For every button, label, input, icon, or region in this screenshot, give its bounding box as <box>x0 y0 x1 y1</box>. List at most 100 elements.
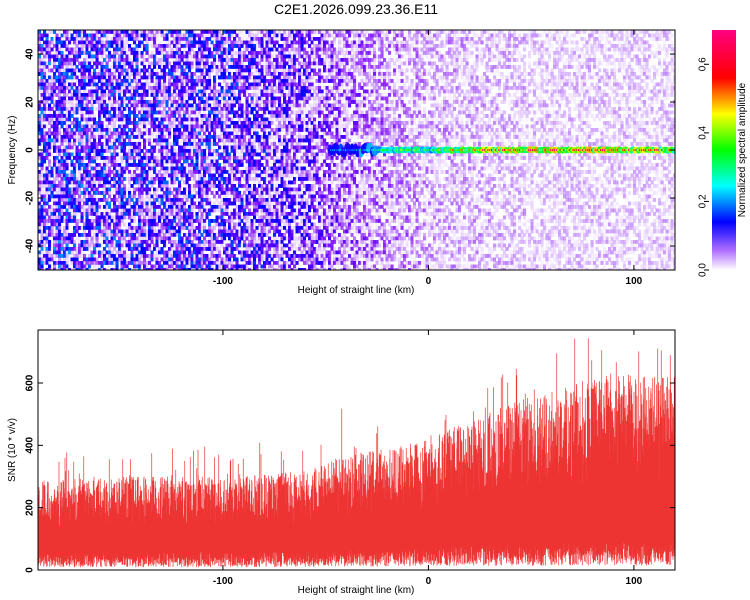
spectrogram-cell <box>58 257 62 262</box>
spectrogram-cell <box>58 163 62 167</box>
spectrogram-cell <box>160 33 164 38</box>
spectrogram-cell <box>113 142 117 146</box>
spectrogram-cell <box>55 37 59 41</box>
spectrogram-cell <box>158 257 162 262</box>
spectrogram-cell <box>143 58 147 62</box>
spectrogram-cell <box>143 128 147 132</box>
spectrogram-cell <box>133 208 137 213</box>
spectrogram-cell <box>63 44 67 48</box>
spectrogram-cell <box>88 198 92 202</box>
spectrogram-cell <box>180 149 184 153</box>
spectrogram-cell <box>58 261 62 265</box>
spectrogram-cell <box>180 254 184 258</box>
spectrogram-cell <box>115 68 119 73</box>
spectrogram-cell <box>75 131 79 136</box>
spectrogram-cell <box>113 233 117 237</box>
spectrogram-cell <box>175 187 179 192</box>
spectrogram-cell <box>95 93 99 97</box>
spectrogram-cell <box>48 44 52 48</box>
spectrogram-cell <box>208 37 212 41</box>
spectrogram-cell <box>218 250 222 255</box>
spectrogram-cell <box>48 51 52 55</box>
spectrogram-cell <box>188 128 192 132</box>
spectrogram-cell <box>118 156 122 160</box>
spectrogram-cell <box>168 30 172 34</box>
spectrogram-cell <box>63 226 67 230</box>
spectrogram-cell <box>160 82 164 87</box>
spectrogram-cell <box>105 201 109 206</box>
spectrogram-cell <box>183 226 187 230</box>
spectrogram-cell <box>160 47 164 52</box>
spectrogram-cell <box>193 229 197 234</box>
spectrogram-cell <box>163 75 167 80</box>
spectrogram-cell <box>155 180 159 185</box>
spectrogram-cell <box>175 135 179 139</box>
spectrogram-cell <box>68 208 72 213</box>
spectrogram-cell <box>88 117 92 122</box>
spectrogram-cell <box>78 152 82 157</box>
spectrogram-cell <box>178 163 182 167</box>
spectrogram-cell <box>60 124 64 129</box>
spectrogram-cell <box>40 93 44 97</box>
spectrogram-cell <box>48 47 52 52</box>
spectrogram-cell <box>105 114 109 118</box>
spectrogram-cell <box>133 121 137 125</box>
spectrogram-cell <box>78 194 82 199</box>
spectrogram-cell <box>45 93 49 97</box>
spectrogram-cell <box>83 212 87 216</box>
spectrogram-cell <box>58 54 62 59</box>
spectrogram-cell <box>205 40 209 45</box>
spectrogram-cell <box>53 194 57 199</box>
spectrogram-cell <box>138 215 142 220</box>
spectrogram-cell <box>120 257 124 262</box>
spectrogram-cell <box>60 159 64 164</box>
spectrogram-cell <box>145 236 149 241</box>
spectrogram-cell <box>128 93 132 97</box>
spectrogram-cell <box>223 44 227 48</box>
spectrogram-cell <box>50 96 54 101</box>
spectrogram-cell <box>153 54 157 59</box>
spectrogram-cell <box>70 250 74 255</box>
spectrogram-cell <box>78 40 82 45</box>
spectrogram-cell <box>110 222 114 227</box>
spectrogram-cell <box>120 142 124 146</box>
spectrogram-cell <box>95 187 99 192</box>
spectrogram-cell <box>110 40 114 45</box>
spectrogram-cell <box>173 72 177 76</box>
spectrogram-cell <box>85 149 89 153</box>
spectrogram-cell <box>75 156 79 160</box>
spectrogram-cell <box>163 124 167 129</box>
spectrogram-cell <box>68 51 72 55</box>
spectrogram-cell <box>135 107 139 111</box>
spectrogram-cell <box>98 173 102 178</box>
spectrogram-cell <box>88 229 92 234</box>
spectrogram-cell <box>185 58 189 62</box>
spectrogram-cell <box>98 110 102 115</box>
spectrogram-cell <box>128 128 132 132</box>
spectrogram-cell <box>240 37 244 41</box>
spectrogram-cell <box>90 173 94 178</box>
spectrogram-cell <box>188 198 192 202</box>
spectrogram-cell <box>70 257 74 262</box>
spectrogram-cell <box>135 257 139 262</box>
spectrogram-cell <box>160 198 164 202</box>
spectrogram-cell <box>63 212 67 216</box>
spectrogram-cell <box>145 205 149 209</box>
spectrogram-cell <box>213 61 217 66</box>
spectrogram-cell <box>155 72 159 76</box>
spectrogram-cell <box>73 247 77 251</box>
spectrogram-cell <box>68 135 72 139</box>
spectrogram-cell <box>90 156 94 160</box>
spectrogram-cell <box>150 110 154 115</box>
spectrogram-cell <box>130 215 134 220</box>
spectrogram-cell <box>90 82 94 87</box>
spectrogram-cell <box>223 215 227 220</box>
spectrogram-cell <box>195 159 199 164</box>
spectrogram-cell <box>233 201 237 206</box>
spectrogram-cell <box>143 89 147 94</box>
spectrogram-cell <box>190 124 194 129</box>
spectrogram-cell <box>143 219 147 223</box>
spectrogram-cell <box>173 226 177 230</box>
spectrogram-cell <box>80 103 84 108</box>
spectrogram-cell <box>53 215 57 220</box>
